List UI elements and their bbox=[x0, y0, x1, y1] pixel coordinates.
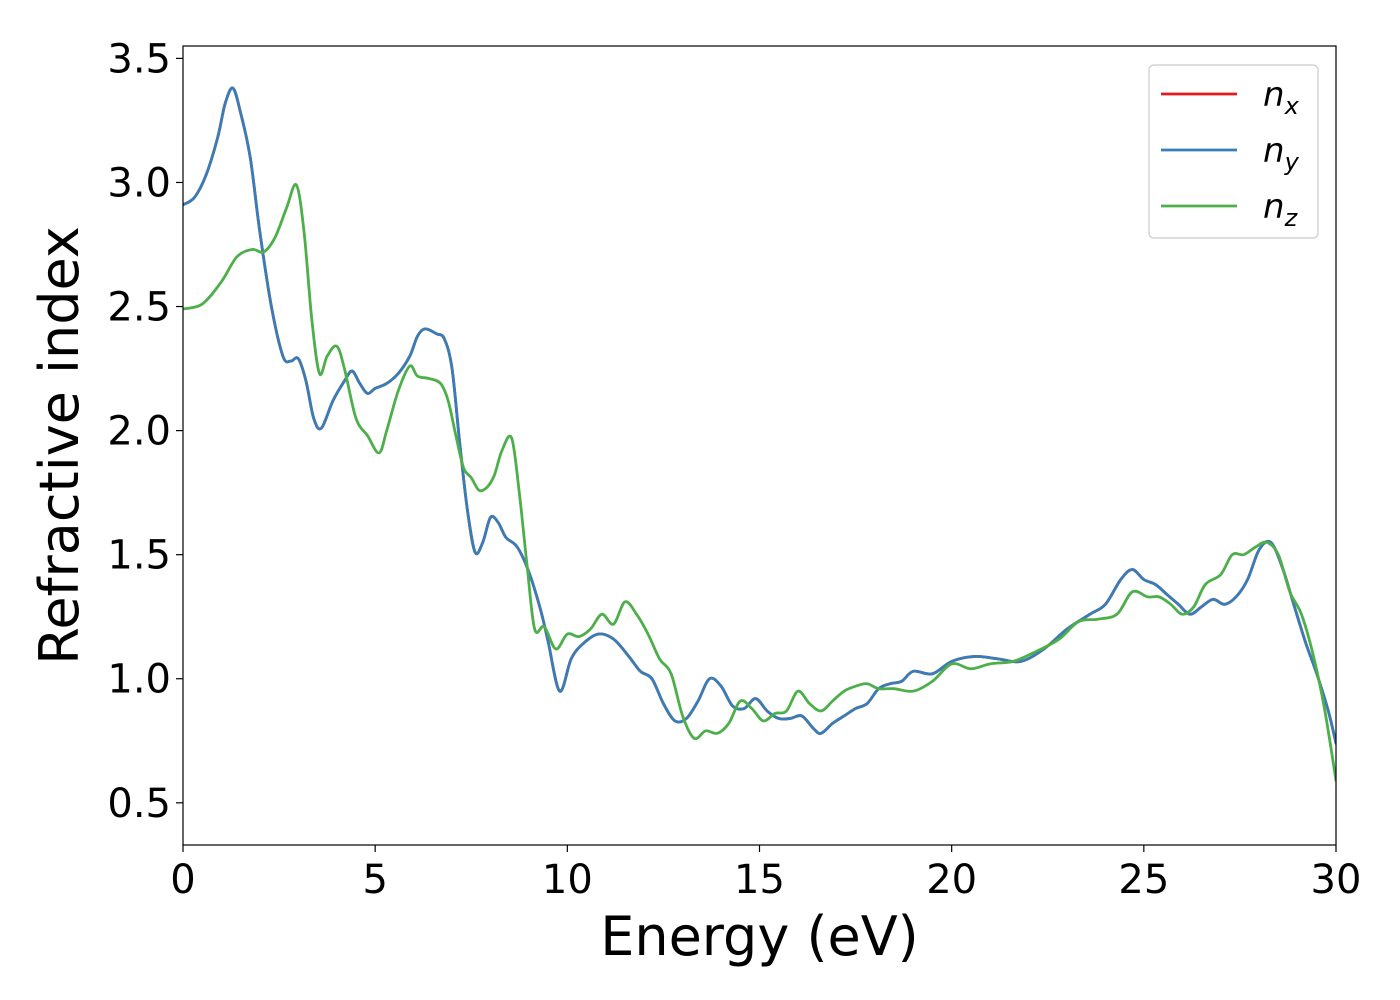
legend-label-z: nz bbox=[1263, 187, 1299, 232]
x-axis-label: Energy (eV) bbox=[600, 905, 919, 968]
y-tick-label: 3.5 bbox=[107, 36, 171, 82]
y-tick-label: 2.0 bbox=[107, 409, 171, 455]
x-tick-label: 30 bbox=[1311, 857, 1362, 903]
series-line-y bbox=[183, 86, 1336, 745]
series-line-z bbox=[183, 182, 1336, 782]
y-tick-label: 3.0 bbox=[107, 160, 171, 206]
legend: nx ny nz bbox=[1148, 64, 1319, 239]
y-tick-label: 0.5 bbox=[107, 781, 171, 827]
x-tick-label: 0 bbox=[170, 857, 195, 903]
x-tick-label: 15 bbox=[734, 857, 785, 903]
x-tick-label: 25 bbox=[1118, 857, 1169, 903]
y-tick-label: 2.5 bbox=[107, 285, 171, 331]
y-tick-label: 1.5 bbox=[107, 533, 171, 579]
x-tick-label: 20 bbox=[926, 857, 977, 903]
plot-lines bbox=[183, 86, 1336, 782]
x-tick-label: 5 bbox=[362, 857, 387, 903]
y-tick-label: 1.0 bbox=[107, 657, 171, 703]
y-axis-label: Refractive index bbox=[28, 226, 91, 665]
legend-box bbox=[1148, 64, 1319, 239]
legend-label-x: nx bbox=[1263, 75, 1300, 120]
x-tick-label: 10 bbox=[542, 857, 593, 903]
ticks: 0 5 10 15 20 25 30 0.5 1.0 1.5 2.0 2.5 3.0 3.5 bbox=[107, 36, 1361, 903]
legend-label-y: ny bbox=[1263, 131, 1300, 176]
